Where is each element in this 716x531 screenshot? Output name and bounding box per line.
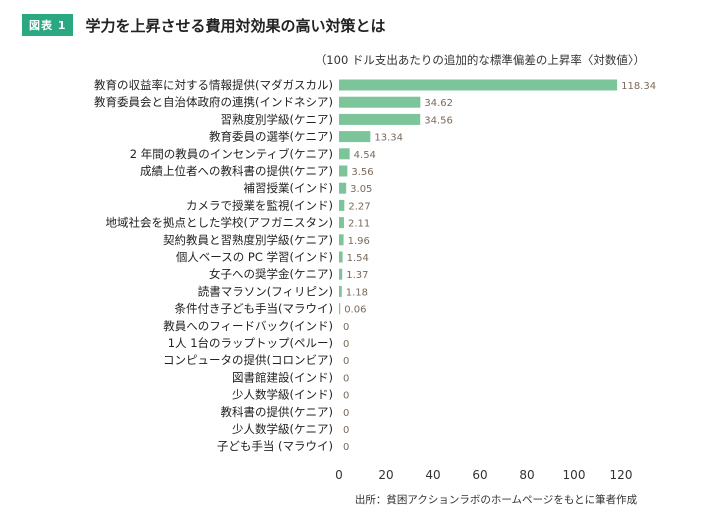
value-label: 0 <box>343 339 349 350</box>
value-label: 0 <box>343 425 349 436</box>
category-label: 図書館建設(インド) <box>232 370 333 384</box>
value-label: 0 <box>343 391 349 402</box>
value-label: 34.56 <box>424 115 453 126</box>
category-label: 子ども手当 (マラウイ) <box>217 439 333 453</box>
bar <box>339 148 350 160</box>
category-label: 教育委員の選挙(ケニア) <box>209 130 333 144</box>
value-label: 0 <box>343 442 349 453</box>
value-label: 0 <box>343 356 349 367</box>
category-label: 女子への奨学金(ケニア) <box>209 267 333 281</box>
category-label: 少人数学級(インド) <box>232 388 333 402</box>
value-label: 0 <box>343 373 349 384</box>
bar <box>339 113 421 125</box>
category-label: 2 年間の教員のインセンティブ(ケニア) <box>130 147 333 161</box>
x-tick-label: 100 <box>563 468 586 482</box>
value-label: 3.56 <box>351 167 373 178</box>
value-label: 1.54 <box>347 253 369 264</box>
value-label: 4.54 <box>354 150 376 161</box>
bar <box>339 285 342 297</box>
category-label: 教員へのフィードバック(インド) <box>163 319 333 333</box>
value-label: 13.34 <box>374 133 403 144</box>
bar <box>339 268 343 280</box>
category-label: 契約教員と習熟度別学級(ケニア) <box>163 233 333 247</box>
category-label: 1人 1台のラップトップ(ペルー) <box>168 336 333 350</box>
unit-label: （100 ドル支出あたりの追加的な標準偏差の上昇率〈対数値〉） <box>315 53 645 67</box>
value-label: 1.37 <box>346 270 368 281</box>
bar <box>339 199 345 211</box>
value-label: 2.11 <box>348 219 370 230</box>
value-label: 0.06 <box>344 305 366 316</box>
figure-badge: 図表 1 <box>22 14 74 36</box>
bar <box>339 182 347 194</box>
x-tick-label: 120 <box>610 468 633 482</box>
category-label: 読書マラソン(フィリピン) <box>198 284 333 298</box>
category-label: カメラで授業を監視(インド) <box>186 198 333 212</box>
bar <box>339 303 341 315</box>
value-label: 118.34 <box>621 81 656 92</box>
category-label: 条件付き子ども手当(マラウイ) <box>175 302 333 316</box>
bar <box>339 131 371 143</box>
category-label: 少人数学級(ケニア) <box>232 422 333 436</box>
category-label: 教育委員会と自治体政府の連携(インドネシア) <box>94 95 333 109</box>
bar <box>339 251 343 263</box>
x-tick-label: 0 <box>335 468 343 482</box>
value-label: 0 <box>343 408 349 419</box>
value-label: 2.27 <box>348 201 370 212</box>
value-label: 1.96 <box>348 236 370 247</box>
category-label: 補習授業(インド) <box>244 181 333 195</box>
bar <box>339 165 348 177</box>
value-label: 34.62 <box>424 98 453 109</box>
x-tick-label: 60 <box>472 468 487 482</box>
category-label: 個人ベースの PC 学習(インド) <box>176 250 333 264</box>
category-label: 成績上位者への教科書の提供(ケニア) <box>140 164 333 178</box>
value-label: 0 <box>343 322 349 333</box>
x-tick-label: 20 <box>378 468 393 482</box>
value-label: 1.18 <box>346 287 368 298</box>
value-label: 3.05 <box>350 184 372 195</box>
category-label: 習熟度別学級(ケニア) <box>221 112 333 126</box>
bar <box>339 96 421 108</box>
category-label: 教育の収益率に対する情報提供(マダガスカル) <box>94 78 333 92</box>
bar <box>339 217 344 229</box>
figure-header: 図表 1 学力を上昇させる費用対効果の高い対策とは <box>22 14 386 36</box>
source-note: 出所：貧困アクションラボのホームページをもとに筆者作成 <box>355 493 638 506</box>
category-label: 地域社会を拠点とした学校(アフガニスタン) <box>106 216 333 230</box>
category-label: コンピュータの提供(コロンビア) <box>163 353 333 367</box>
x-tick-label: 40 <box>425 468 440 482</box>
category-label: 教科書の提供(ケニア) <box>221 405 333 419</box>
bar <box>339 234 344 246</box>
bar <box>339 79 618 91</box>
x-tick-label: 80 <box>519 468 534 482</box>
figure-title: 学力を上昇させる費用対効果の高い対策とは <box>85 16 386 35</box>
